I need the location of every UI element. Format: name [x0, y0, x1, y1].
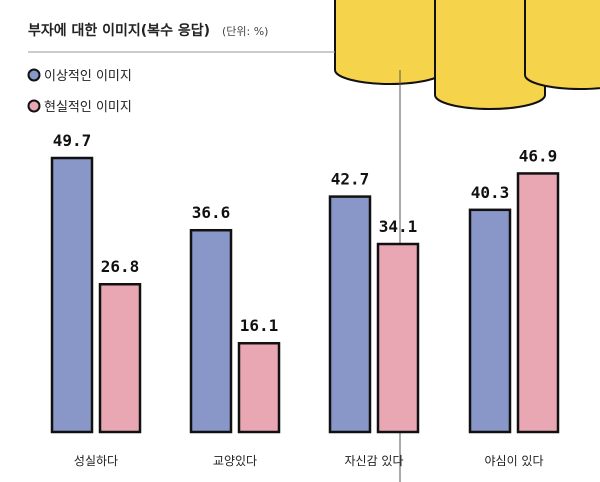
data-label: 42.7: [331, 170, 370, 189]
category-label: 성실하다: [74, 454, 118, 468]
category-label: 야심이 있다: [484, 454, 543, 468]
unit-label: (단위: %): [222, 25, 268, 38]
bar-real: [237, 341, 281, 434]
data-label: 40.3: [471, 183, 510, 202]
bar-ideal: [189, 228, 233, 434]
bar-ideal: [468, 208, 512, 434]
bar-real: [516, 172, 560, 434]
coin-stack-illustration: [334, 0, 600, 110]
data-label: 49.7: [53, 131, 92, 150]
legend-swatch-ideal: [27, 68, 41, 82]
bar-real: [376, 242, 420, 434]
chart-title: 부자에 대한 이미지(복수 응답): [28, 22, 210, 39]
coin: [334, 55, 446, 85]
bar-ideal: [50, 156, 94, 434]
category-label: 자신감 있다: [344, 454, 403, 468]
legend-label-real: 현실적인 이미지: [44, 100, 132, 115]
data-label: 34.1: [379, 217, 418, 236]
coin: [524, 60, 600, 90]
bar-real: [98, 282, 142, 434]
legend: 이상적인 이미지 현실적인 이미지: [27, 68, 132, 115]
data-label: 26.8: [101, 257, 140, 276]
legend-swatch-real: [27, 99, 41, 113]
legend-label-ideal: 이상적인 이미지: [44, 69, 132, 84]
bar-ideal: [328, 195, 372, 434]
coin: [434, 80, 546, 110]
data-label: 46.9: [519, 146, 558, 165]
data-label: 16.1: [240, 316, 279, 335]
category-label: 교양있다: [213, 454, 257, 468]
data-label: 36.6: [192, 203, 231, 222]
